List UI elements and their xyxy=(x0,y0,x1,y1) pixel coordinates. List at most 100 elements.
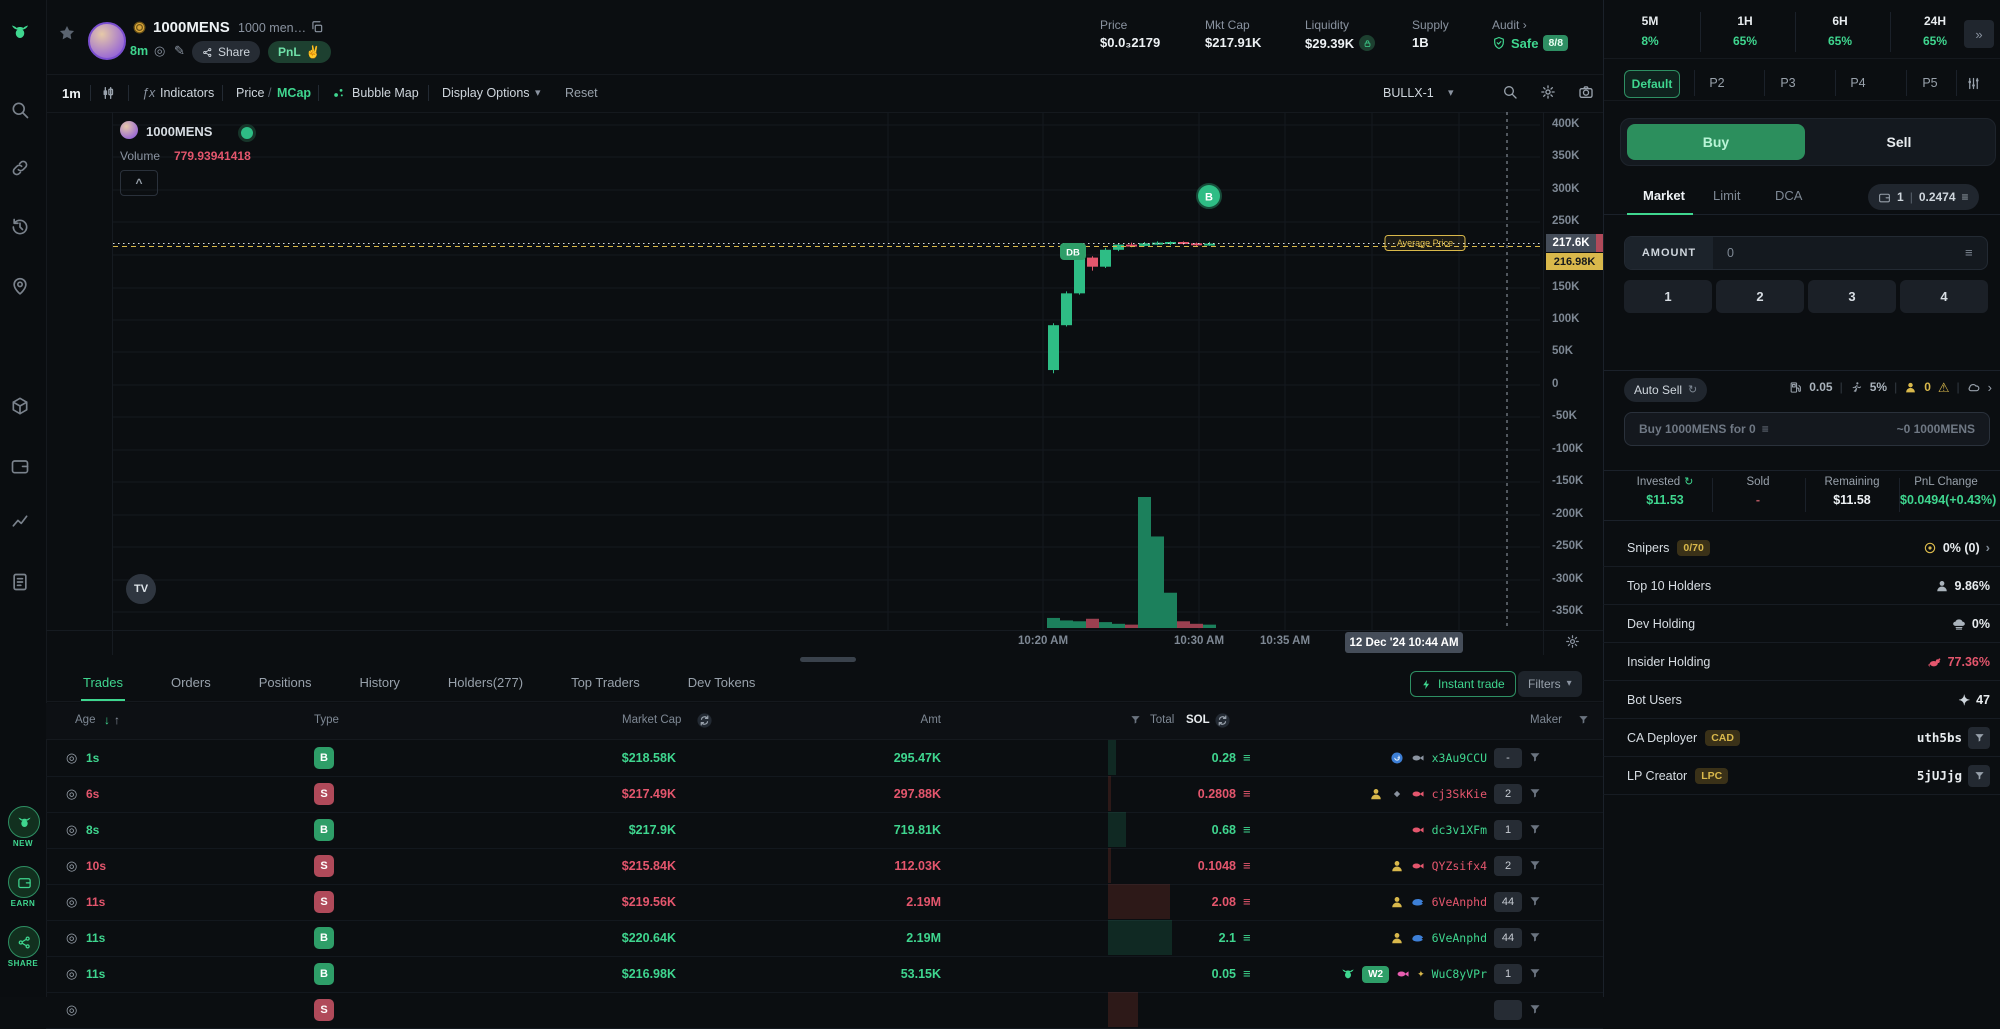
display-options-button[interactable]: Display Options xyxy=(442,86,530,100)
tab-orders[interactable]: Orders xyxy=(170,675,211,690)
maker-filter[interactable] xyxy=(1529,823,1541,838)
audit-block[interactable]: Audit › xyxy=(1492,18,1527,32)
row-filter-button[interactable] xyxy=(1968,726,1990,749)
maker-filter[interactable] xyxy=(1529,787,1541,802)
auto-sell-toggle[interactable]: Auto Sell ↻ xyxy=(1624,378,1708,402)
preset-default[interactable]: Default xyxy=(1624,70,1680,98)
quick-amount-1[interactable]: 1 xyxy=(1624,280,1712,313)
sidebar-tool-history[interactable] xyxy=(10,217,30,240)
quick-amount-4[interactable]: 4 xyxy=(1900,280,1988,313)
maker-filter[interactable] xyxy=(1529,859,1541,874)
trade-row[interactable]: ◎ 11s B $220.64K 2.19M 2.1 ≡ 6VeAnphd 44 xyxy=(46,920,1603,957)
trade-settings-row[interactable]: 0.05 | 5% | 0 ⚠ | › xyxy=(1789,380,1992,394)
snapshot-camera-icon[interactable] xyxy=(1578,84,1594,100)
copy-icon[interactable] xyxy=(310,20,324,34)
chart-search-icon[interactable] xyxy=(1502,84,1518,100)
preset-p4[interactable]: P4 xyxy=(1850,76,1866,90)
chart-settings-icon[interactable] xyxy=(1540,84,1556,100)
maker-address[interactable]: dc3v1XFm xyxy=(1431,823,1487,837)
tab-market[interactable]: Market xyxy=(1643,188,1685,203)
tab-holders-277-[interactable]: Holders(277) xyxy=(447,675,524,690)
maker-filter-icon[interactable] xyxy=(1578,714,1589,725)
pnl-button[interactable]: PnL ✌ xyxy=(268,41,331,63)
preset-p2[interactable]: P2 xyxy=(1709,76,1725,90)
sidebar-tool-doc[interactable] xyxy=(10,572,30,595)
maker-address[interactable]: QYZsifx4 xyxy=(1431,859,1487,873)
maker-address[interactable]: cj3SkKie xyxy=(1431,787,1487,801)
timeframe-6h[interactable]: 6H 65% xyxy=(1827,14,1853,48)
timeframe-5m[interactable]: 5M 8% xyxy=(1641,14,1659,48)
panel-row-bot-users[interactable]: Bot Users ✦ 47 xyxy=(1603,681,2000,719)
tab-limit[interactable]: Limit xyxy=(1713,188,1741,203)
maker-address[interactable]: WuC8yVPr xyxy=(1431,967,1487,981)
maker-filter[interactable] xyxy=(1529,931,1541,946)
maker-filter[interactable] xyxy=(1529,751,1541,766)
token-avatar[interactable] xyxy=(88,22,126,60)
sidebar-tool-cube[interactable] xyxy=(10,396,30,419)
scan-icon[interactable]: ◎ xyxy=(154,43,166,58)
panel-row-ca-deployer[interactable]: CA Deployer CAD uth5bs xyxy=(1603,719,2000,757)
maker-filter[interactable] xyxy=(1529,1003,1541,1018)
tab-dev-tokens[interactable]: Dev Tokens xyxy=(687,675,756,690)
maker-filter[interactable] xyxy=(1529,967,1541,982)
trade-row[interactable]: ◎ 11s B $216.98K 53.15K 0.05 ≡ W2 ✦ WuC8yVPr 1 xyxy=(46,956,1603,993)
sidebar-badge-new[interactable] xyxy=(8,806,40,838)
tab-top-traders[interactable]: Top Traders xyxy=(571,675,640,690)
trade-row[interactable]: ◎ S xyxy=(46,992,1603,1029)
sidebar-badge-share[interactable] xyxy=(8,926,40,958)
venue-selector[interactable]: BULLX-1 xyxy=(1383,86,1434,100)
reset-button[interactable]: Reset xyxy=(565,86,598,100)
timeframe-24h[interactable]: 24H 65% xyxy=(1922,14,1948,48)
axis-settings-icon[interactable] xyxy=(1565,634,1580,649)
total-filter-icon[interactable] xyxy=(1130,714,1141,725)
sort-desc-icon[interactable]: ↓ xyxy=(104,713,110,727)
amount-input[interactable]: AMOUNT 0 ≡ xyxy=(1624,236,1988,270)
timeframe-1h[interactable]: 1H 65% xyxy=(1732,14,1758,48)
preset-settings-icon[interactable] xyxy=(1966,76,1981,91)
swap-currency-icon[interactable] xyxy=(696,712,713,729)
sidebar-tool-pin[interactable] xyxy=(10,276,30,299)
tab-positions[interactable]: Positions xyxy=(258,675,312,690)
wallet-chip[interactable]: 1 | 0.2474 ≡ xyxy=(1868,184,1979,210)
sidebar-tool-wallet[interactable] xyxy=(10,456,30,479)
sidebar-tool-bulllogo[interactable] xyxy=(10,22,30,45)
maker-address[interactable]: 6VeAnphd xyxy=(1431,931,1487,945)
candle-style-button[interactable] xyxy=(100,85,116,101)
sol-swap-icon[interactable] xyxy=(1214,712,1231,729)
sort-asc-icon[interactable]: ↑ xyxy=(114,713,120,727)
timeframe-expand-button[interactable]: » xyxy=(1964,20,1994,48)
trade-row[interactable]: ◎ 6s S $217.49K 297.88K 0.2808 ≡ cj3SkKie 2 xyxy=(46,776,1603,813)
edit-icon[interactable]: ✎ xyxy=(174,43,185,58)
price-chart[interactable]: Average Price DB B xyxy=(113,112,1540,630)
pane-scrollbar[interactable] xyxy=(800,657,856,662)
bubble-map-button[interactable]: Bubble Map xyxy=(352,86,419,100)
preset-p3[interactable]: P3 xyxy=(1780,76,1796,90)
instant-trade-button[interactable]: Instant trade xyxy=(1410,671,1516,697)
trade-row[interactable]: ◎ 1s B $218.58K 295.47K 0.28 ≡ x3Au9CCU - xyxy=(46,740,1603,777)
sidebar-tool-chartline[interactable] xyxy=(10,510,30,533)
quick-amount-3[interactable]: 3 xyxy=(1808,280,1896,313)
sidebar-badge-earn[interactable] xyxy=(8,866,40,898)
sidebar-tool-link[interactable] xyxy=(10,158,30,181)
maker-address[interactable]: 6VeAnphd xyxy=(1431,895,1487,909)
sidebar-tool-search[interactable] xyxy=(10,100,30,123)
row-filter-button[interactable] xyxy=(1968,764,1990,787)
trade-row[interactable]: ◎ 10s S $215.84K 112.03K 0.1048 ≡ QYZsifx4 2 xyxy=(46,848,1603,885)
filters-button[interactable]: Filters ▾ xyxy=(1518,671,1582,697)
panel-row-lp-creator[interactable]: LP Creator LPC 5jUJjg xyxy=(1603,757,2000,795)
interval-button[interactable]: 1m xyxy=(62,86,81,101)
quick-amount-2[interactable]: 2 xyxy=(1716,280,1804,313)
indicators-button[interactable]: Indicators xyxy=(160,86,215,100)
trade-row[interactable]: ◎ 11s S $219.56K 2.19M 2.08 ≡ 6VeAnphd 44 xyxy=(46,884,1603,921)
panel-row-top-10-holders[interactable]: Top 10 Holders 9.86% xyxy=(1603,567,2000,605)
favorite-star-icon[interactable] xyxy=(58,24,76,42)
buy-button[interactable]: Buy xyxy=(1627,124,1805,160)
preset-p5[interactable]: P5 xyxy=(1922,76,1938,90)
tab-history[interactable]: History xyxy=(359,675,400,690)
maker-address[interactable]: x3Au9CCU xyxy=(1431,751,1487,765)
sell-button[interactable]: Sell xyxy=(1886,134,1912,150)
trade-row[interactable]: ◎ 8s B $217.9K 719.81K 0.68 ≡ dc3v1XFm 1 xyxy=(46,812,1603,849)
panel-row-dev-holding[interactable]: Dev Holding 0% xyxy=(1603,605,2000,643)
order-summary[interactable]: Buy 1000MENS for 0 ≡ ~0 1000MENS xyxy=(1624,412,1990,446)
tab-trades[interactable]: Trades xyxy=(81,663,125,702)
